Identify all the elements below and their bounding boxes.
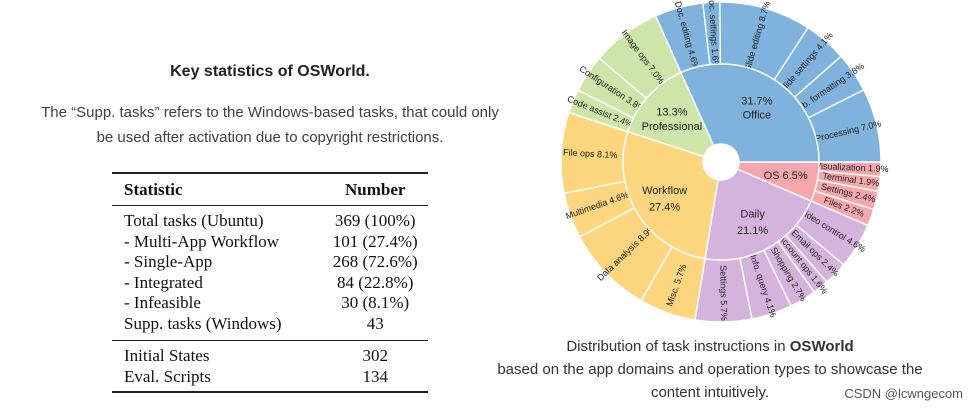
row-value: 30 (8.1%) <box>341 293 410 313</box>
outer-label-daily-settings-5-7: Settings 5.7% <box>718 265 729 321</box>
table-row: Eval. Scripts 134 <box>112 366 428 393</box>
outer-label-workflow-file-ops-8-1: File ops 8.1% <box>563 147 618 160</box>
inner-label-office: 31.7% Office <box>741 95 772 121</box>
sunburst-chart: Visualization 1.9%Terminal 1.9%Settings … <box>560 0 889 323</box>
row-value: 134 <box>322 366 428 393</box>
statistics-table: Statistic Number Total tasks (Ubuntu) 36… <box>112 172 428 393</box>
table-row: Supp. tasks (Windows) 43 <box>112 314 428 341</box>
row-value: 43 <box>366 313 384 333</box>
inner-label-workflow: Workflow 27.4% <box>642 185 687 214</box>
table-row: - Integrated 84 (22.8%) <box>112 273 428 294</box>
outer-label-office-doc-settings-1-6: Doc. settings 1.6% <box>707 0 721 69</box>
row-label: Initial States <box>112 340 323 367</box>
table-row: - Single-App 268 (72.6%) <box>112 252 428 273</box>
header-number: Number <box>345 180 406 199</box>
row-label: Total tasks (Ubuntu) <box>112 205 323 232</box>
row-value: 84 (22.8%) <box>336 272 414 292</box>
sunburst-center <box>703 144 739 180</box>
table-row: Total tasks (Ubuntu) 369 (100%) <box>112 205 428 232</box>
description-line-1: The “Supp. tasks” refers to the Windows-… <box>41 104 499 121</box>
table-header-row: Statistic Number <box>112 173 428 206</box>
caption-line-2: based on the app domains and operation t… <box>497 361 923 378</box>
key-statistics-title: Key statistics of OSWorld. <box>170 63 370 80</box>
row-label: - Multi-App Workflow <box>124 231 280 251</box>
inner-label-professional: 13.3% Professional <box>642 107 703 133</box>
row-value: 268 (72.6%) <box>332 252 418 272</box>
row-value: 101 (27.4%) <box>332 231 418 251</box>
caption-line-1: Distribution of task instructions in OSW… <box>460 335 960 358</box>
inner-label-os: OS 6.5% <box>764 170 808 182</box>
table-row: Initial States 302 <box>112 340 428 367</box>
inner-label-daily: Daily 21.1% <box>737 209 768 238</box>
key-statistics-description: The “Supp. tasks” refers to the Windows-… <box>10 100 530 150</box>
row-label: - Integrated <box>124 272 203 292</box>
row-label: Supp. tasks (Windows) <box>124 313 282 333</box>
sunburst-chart-area: Visualization 1.9% Terminal 1.9% Settings … <box>545 0 977 411</box>
row-label: - Infeasible <box>124 293 201 313</box>
header-statistic: Statistic <box>124 180 183 199</box>
table-row: - Multi-App Workflow 101 (27.4%) <box>112 232 428 253</box>
key-statistics-panel: Key statistics of OSWorld. The “Supp. ta… <box>10 63 530 393</box>
row-label: Eval. Scripts <box>112 366 323 393</box>
chart-caption: Distribution of task instructions in OSW… <box>460 335 960 404</box>
row-label: - Single-App <box>124 252 213 272</box>
table-row: - Infeasible 30 (8.1%) <box>112 293 428 314</box>
caption-bold: OSWorld <box>789 338 854 355</box>
row-value: 369 (100%) <box>322 205 428 232</box>
row-value: 302 <box>322 340 428 367</box>
watermark: CSDN @lcwngecom <box>844 386 963 401</box>
description-line-2: be used after activation due to copyrigh… <box>96 129 444 146</box>
caption-line-3: content intuitively. <box>650 384 770 401</box>
caption-prefix: Distribution of task instructions in <box>566 338 790 355</box>
outer-label-os-visualization-1-9: Visualization 1.9% <box>815 161 889 174</box>
